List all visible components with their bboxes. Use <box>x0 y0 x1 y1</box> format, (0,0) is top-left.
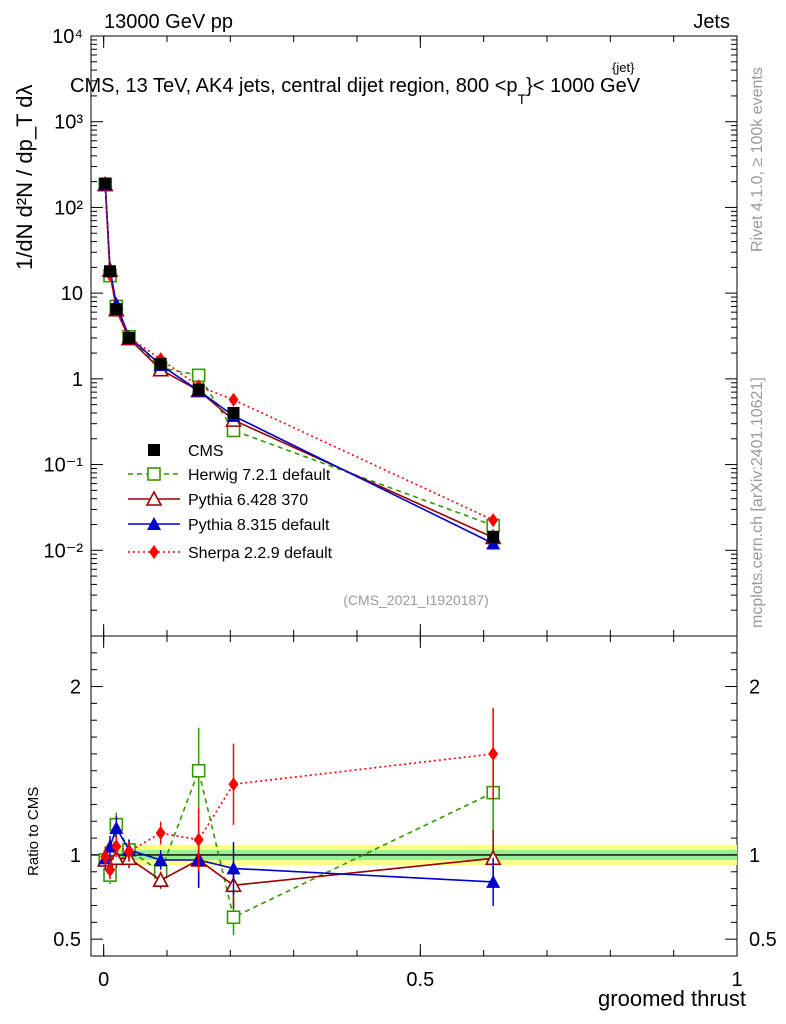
y-tick-label-main: 10² <box>54 197 83 219</box>
plot-title-end: }< 1000 GeV <box>526 75 641 97</box>
y-tick-label-ratio: 2 <box>70 677 81 699</box>
ratio-uncertainty-band <box>91 844 737 866</box>
main-point-cms <box>487 530 500 543</box>
mcplots-label: mcplots.cern.ch [arXiv:2401.10621] <box>749 377 766 628</box>
y-tick-label-main: 10⁻¹ <box>44 455 84 477</box>
legend-label-sherpa: Sherpa 2.2.9 default <box>188 545 333 562</box>
main-point-cms <box>110 303 123 316</box>
y-tick-label-ratio-right: 2 <box>749 677 760 699</box>
main-point-cms <box>227 406 240 419</box>
ratio-point-pythia8 <box>226 861 241 875</box>
ratio-line-sherpa <box>104 753 494 873</box>
ratio-point-sherpa <box>228 777 239 792</box>
y-tick-label-main: 10 <box>61 283 83 305</box>
legend-marker-2 <box>147 517 161 530</box>
legend: CMS Herwig 7.2.1 default Pythia 6.428 37… <box>128 443 333 562</box>
ratio-point-pythia8 <box>153 853 168 866</box>
ratio-point-sherpa <box>193 832 204 847</box>
ratio-point-sherpa <box>111 839 122 854</box>
ratio-point-pythia8 <box>486 874 501 888</box>
analysis-id-label: (CMS_2021_I1920187) <box>343 592 489 608</box>
main-point-cms <box>192 383 205 396</box>
rivet-version-label: Rivet 4.1.0, ≥ 100k events <box>749 67 766 252</box>
y-tick-label-ratio: 0.5 <box>53 929 81 951</box>
legend-label-herwig: Herwig 7.2.1 default <box>188 467 331 484</box>
ratio-y-axis-label: Ratio to CMS <box>25 787 42 876</box>
x-tick-label: 0.5 <box>406 969 434 991</box>
y-tick-label-main: 10³ <box>54 112 83 134</box>
legend-marker-cms <box>148 444 160 456</box>
ratio-point-sherpa <box>105 863 115 878</box>
ratio-point-pythia8 <box>109 821 124 834</box>
ratio-point-herwig <box>191 763 206 778</box>
main-point-cms <box>123 331 135 344</box>
main-point-sherpa <box>228 392 239 407</box>
y-tick-label-main: 10⁴ <box>52 26 83 48</box>
ratio-point-pythia6 <box>152 871 170 888</box>
ratio-point-sherpa <box>155 826 166 841</box>
ratio-point-sherpa <box>488 746 499 761</box>
legend-marker-0 <box>147 467 161 481</box>
legend-label-pythia6: Pythia 6.428 370 <box>188 492 308 509</box>
y-tick-label-main: 10⁻² <box>44 540 84 562</box>
ratio-plot-data <box>96 708 502 936</box>
y-tick-label-ratio-right: 0.5 <box>749 929 777 951</box>
axes-ticks: 0 0.5 1 10⁻² 10⁻¹ 1 10 10² 10³ 10⁴ 0.5 0.5 1 1 2 2 <box>44 26 777 991</box>
main-point-cms <box>104 265 116 278</box>
ratio-point-herwig <box>226 910 241 925</box>
ratio-point-sherpa <box>124 844 134 859</box>
jets-label: Jets <box>693 11 730 33</box>
ratio-plot-frame <box>90 635 738 957</box>
main-point-pythia8 <box>486 536 501 550</box>
x-axis-label: groomed thrust <box>598 986 746 1011</box>
ratio-line-herwig <box>104 768 494 919</box>
main-line-sherpa <box>104 183 494 521</box>
legend-label-pythia8: Pythia 8.315 default <box>188 517 330 534</box>
plot-title-main: CMS, 13 TeV, AK4 jets, central dijet reg… <box>70 75 518 97</box>
plot-title-sub: T <box>518 91 527 107</box>
y-tick-label-ratio-right: 1 <box>749 845 760 867</box>
main-point-cms <box>99 177 112 190</box>
legend-label-cms: CMS <box>188 443 224 460</box>
x-tick-label: 1 <box>731 969 742 991</box>
plot-title-sup: {jet} <box>612 60 635 75</box>
legend-marker-3 <box>149 545 159 559</box>
y-tick-label-main: 1 <box>72 369 83 391</box>
main-plot-data <box>96 175 502 550</box>
main-point-cms <box>154 357 167 370</box>
energy-label: 13000 GeV pp <box>104 11 233 33</box>
legend-marker-1 <box>145 490 163 506</box>
main-y-axis-label: 1/dN d²N / dp_T dλ <box>12 85 37 270</box>
main-point-sherpa <box>488 513 499 528</box>
ratio-point-sherpa <box>100 849 111 864</box>
y-tick-label-ratio: 1 <box>70 845 81 867</box>
x-tick-label: 0 <box>98 969 109 991</box>
plot-title: CMS, 13 TeV, AK4 jets, central dijet reg… <box>70 75 641 107</box>
